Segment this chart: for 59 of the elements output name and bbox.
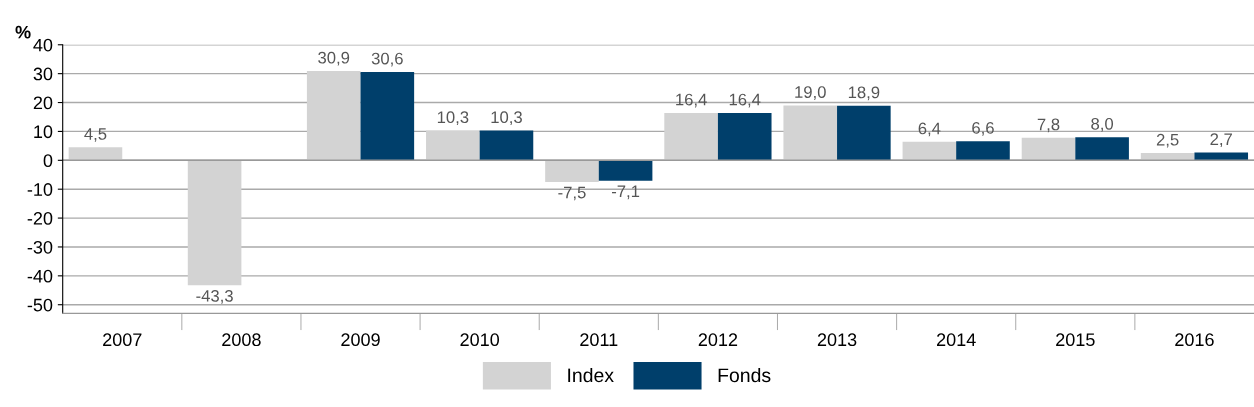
data-label: 2,7 (1210, 133, 1232, 148)
data-label: 30,9 (318, 51, 350, 66)
bar (902, 141, 957, 161)
data-label: 16,4 (729, 93, 761, 108)
bar (479, 130, 534, 161)
data-label: 2,5 (1156, 133, 1179, 148)
y-tick-label: -40 (27, 269, 53, 283)
y-tick-label: 30 (33, 67, 53, 81)
x-tick-label: 2007 (103, 333, 142, 347)
data-label: 8,0 (1091, 117, 1114, 132)
x-tick-label: 2009 (341, 333, 380, 347)
data-label: 18,9 (848, 86, 880, 101)
data-label: 6,6 (972, 121, 994, 136)
y-tick-label: -20 (27, 212, 53, 225)
data-label: 10,3 (491, 111, 522, 126)
bar (1021, 137, 1076, 161)
data-label: -7,1 (611, 185, 640, 200)
legend-label: Index (568, 367, 614, 383)
bar (717, 112, 772, 161)
x-tick-label: 2014 (937, 333, 976, 347)
y-tick-label: -30 (27, 240, 53, 254)
data-label: 7,8 (1037, 118, 1060, 133)
data-label: 30,6 (371, 52, 403, 67)
data-label: 4,5 (84, 128, 107, 142)
bar (598, 160, 653, 181)
bar (1075, 137, 1129, 161)
bar (306, 71, 361, 161)
data-label: 10,3 (437, 111, 469, 126)
x-tick-label: 2013 (817, 333, 857, 347)
legend-label: Fonds (718, 367, 771, 383)
y-tick-label: 40 (33, 38, 53, 52)
bar (360, 71, 415, 161)
data-label: 16,4 (676, 93, 707, 108)
x-tick-label: 2011 (580, 333, 618, 347)
bar (783, 105, 838, 161)
data-label: 19,0 (795, 86, 826, 100)
x-tick-label: 2012 (698, 333, 738, 347)
bar (956, 141, 1010, 161)
y-tick-label: 20 (33, 96, 53, 110)
x-tick-label: 2015 (1056, 333, 1095, 347)
data-label: -43,3 (196, 289, 233, 304)
y-axis-title: % (15, 25, 31, 39)
y-tick-label: 0 (43, 154, 53, 168)
bar (187, 160, 242, 286)
bar (545, 160, 599, 182)
bar (68, 147, 123, 161)
y-tick-label: -10 (27, 183, 53, 196)
bar (837, 105, 891, 161)
data-label: 6,4 (918, 122, 941, 137)
data-label: -7,5 (558, 186, 586, 201)
x-tick-label: 2008 (222, 333, 261, 347)
y-tick-label: -50 (27, 298, 53, 312)
bar (1140, 153, 1195, 161)
bar (664, 112, 718, 161)
bar (426, 130, 480, 161)
x-tick-label: 2016 (1175, 333, 1214, 347)
x-tick-label: 2010 (460, 333, 500, 347)
bar (1194, 152, 1249, 161)
y-tick-label: 10 (34, 125, 53, 139)
